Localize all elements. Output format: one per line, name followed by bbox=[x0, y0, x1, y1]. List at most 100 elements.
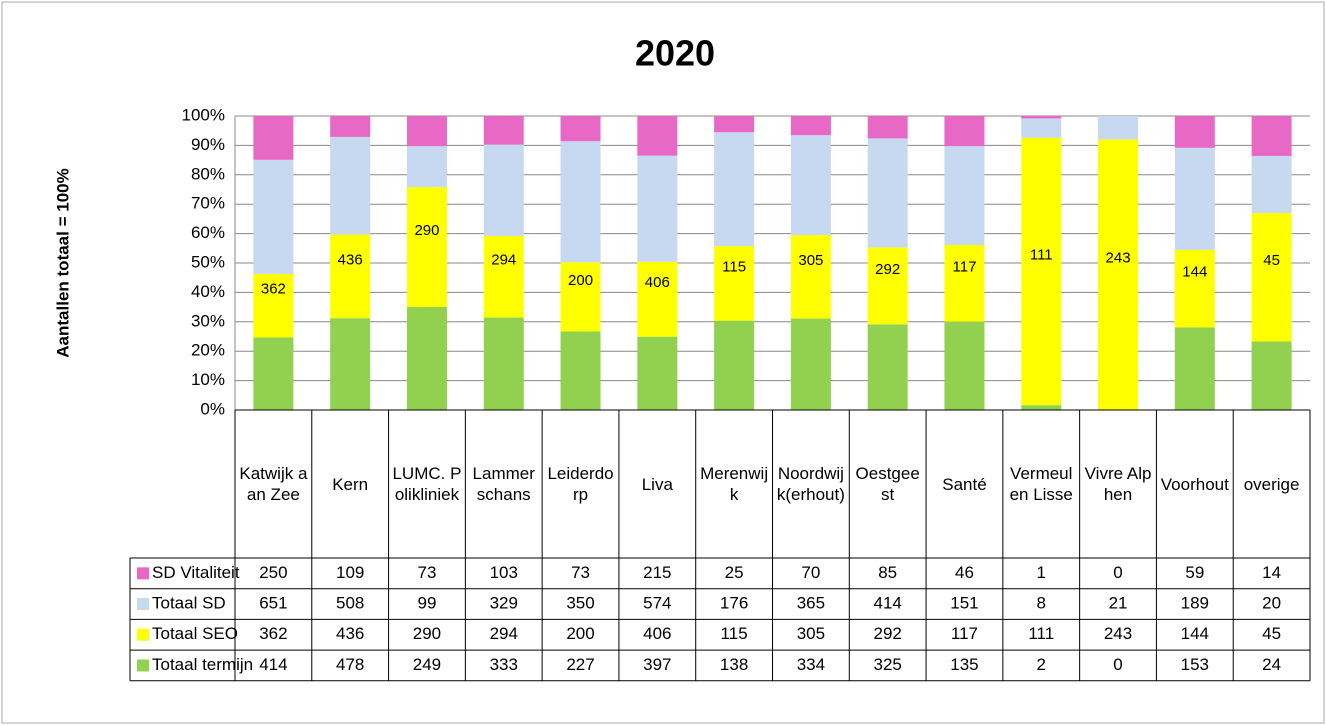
y-tick-label: 100% bbox=[182, 105, 225, 124]
bar-segment bbox=[253, 159, 294, 274]
table-value: 227 bbox=[566, 655, 594, 674]
table-value: 305 bbox=[797, 624, 825, 643]
bar-segment bbox=[406, 307, 447, 410]
bar-segment bbox=[1251, 213, 1292, 342]
x-tick-label: Kern bbox=[332, 474, 369, 494]
bar-segment bbox=[1251, 341, 1292, 410]
bar-segment bbox=[1021, 137, 1062, 406]
table-value: 334 bbox=[797, 655, 825, 674]
x-tick-label: Vivre Alphen bbox=[1084, 464, 1152, 504]
table-value: 397 bbox=[643, 655, 671, 674]
data-label: 200 bbox=[568, 272, 593, 289]
legend-swatch bbox=[137, 598, 149, 611]
table-value: 574 bbox=[643, 594, 671, 613]
table-value: 24 bbox=[1262, 655, 1281, 674]
table-value: 70 bbox=[801, 563, 820, 582]
table-value: 414 bbox=[873, 594, 901, 613]
category-cell: overige bbox=[1243, 474, 1300, 494]
x-tick-label: Liva bbox=[641, 474, 673, 494]
bar-segment bbox=[1021, 118, 1062, 138]
bar-segment bbox=[483, 116, 524, 145]
category-cell: Oestgeest bbox=[856, 464, 920, 504]
table-value: 333 bbox=[490, 655, 518, 674]
bar-segment bbox=[944, 244, 985, 322]
x-tick-label: Noordwijk(erhout) bbox=[776, 464, 845, 504]
table-value: 117 bbox=[951, 624, 978, 643]
bar-segment bbox=[1251, 155, 1292, 214]
y-tick-label: 40% bbox=[191, 282, 225, 301]
category-cell: Vivre Alphen bbox=[1084, 464, 1152, 504]
category-cell: Noordwijk(erhout) bbox=[776, 464, 845, 504]
bar-segment bbox=[867, 116, 908, 139]
table-value: 153 bbox=[1181, 655, 1209, 674]
y-tick-label: 80% bbox=[191, 164, 225, 183]
table-value: 0 bbox=[1113, 563, 1122, 582]
data-label: 144 bbox=[1182, 264, 1207, 281]
x-tick-label: Katwijk aan Zee bbox=[239, 464, 308, 504]
table-value: 21 bbox=[1109, 594, 1128, 613]
table-value: 362 bbox=[259, 624, 287, 643]
table-value: 250 bbox=[259, 563, 287, 582]
table-value: 111 bbox=[1028, 624, 1054, 643]
category-cell: LUMC. Polikliniek bbox=[392, 464, 461, 504]
data-label: 45 bbox=[1263, 252, 1280, 269]
legend-label: Totaal SEO bbox=[152, 624, 238, 643]
data-label: 362 bbox=[261, 281, 286, 298]
bar-segment bbox=[1021, 116, 1062, 119]
table-value: 59 bbox=[1185, 563, 1204, 582]
legend-swatch bbox=[137, 628, 149, 641]
y-tick-label: 50% bbox=[191, 252, 225, 271]
legend-label: SD Vitaliteit bbox=[152, 563, 240, 582]
data-label: 294 bbox=[491, 252, 516, 269]
data-label: 115 bbox=[722, 258, 746, 275]
x-tick-label: overige bbox=[1243, 474, 1300, 494]
bar-segment bbox=[483, 235, 524, 318]
bar-segment bbox=[330, 136, 371, 235]
x-tick-label: Vermeulen Lisse bbox=[1009, 464, 1073, 504]
bar-segment bbox=[253, 273, 294, 338]
table-value: 73 bbox=[418, 563, 437, 582]
bar-segment bbox=[790, 135, 831, 236]
table-value: 294 bbox=[490, 624, 518, 643]
bar-segment bbox=[714, 320, 755, 410]
table-value: 144 bbox=[1181, 624, 1209, 643]
y-axis-label: Aantallen totaal = 100% bbox=[53, 168, 72, 357]
category-cell: Katwijk aan Zee bbox=[239, 464, 308, 504]
x-tick-label: Leiderdorp bbox=[547, 464, 614, 504]
table-value: 20 bbox=[1262, 594, 1281, 613]
table-value: 73 bbox=[571, 563, 590, 582]
table-value: 290 bbox=[413, 624, 441, 643]
category-cell: Vermeulen Lisse bbox=[1009, 464, 1073, 504]
bar-segment bbox=[637, 116, 678, 156]
data-label: 290 bbox=[414, 222, 439, 239]
x-tick-label: Voorhout bbox=[1160, 474, 1229, 494]
x-tick-label: Lammerschans bbox=[472, 464, 535, 504]
table-value: 14 bbox=[1262, 563, 1281, 582]
category-cell: Santé bbox=[942, 475, 986, 494]
table-value: 329 bbox=[490, 594, 518, 613]
table-value: 414 bbox=[259, 655, 287, 674]
bar-segment bbox=[867, 247, 908, 325]
data-label: 111 bbox=[1030, 246, 1053, 263]
table-value: 115 bbox=[721, 624, 748, 643]
category-cell: Leiderdorp bbox=[547, 464, 614, 504]
bar-segment bbox=[1251, 116, 1292, 156]
bar-segment bbox=[330, 116, 371, 137]
table-value: 109 bbox=[336, 563, 364, 582]
table-value: 436 bbox=[336, 624, 364, 643]
y-tick-label: 10% bbox=[191, 370, 225, 389]
data-label: 243 bbox=[1106, 250, 1131, 267]
bar-segment bbox=[790, 318, 831, 410]
chart-title: 2020 bbox=[635, 33, 715, 74]
bar-segment bbox=[714, 132, 755, 247]
bar-segment bbox=[637, 336, 678, 410]
table-value: 350 bbox=[566, 594, 594, 613]
y-tick-label: 0% bbox=[200, 399, 225, 418]
category-cell: Lammerschans bbox=[472, 464, 535, 504]
legend-label: Totaal SD bbox=[152, 594, 226, 613]
bar-segment bbox=[1174, 327, 1215, 410]
table-value: 406 bbox=[643, 624, 671, 643]
data-label: 292 bbox=[875, 261, 900, 278]
table-value: 365 bbox=[797, 594, 825, 613]
